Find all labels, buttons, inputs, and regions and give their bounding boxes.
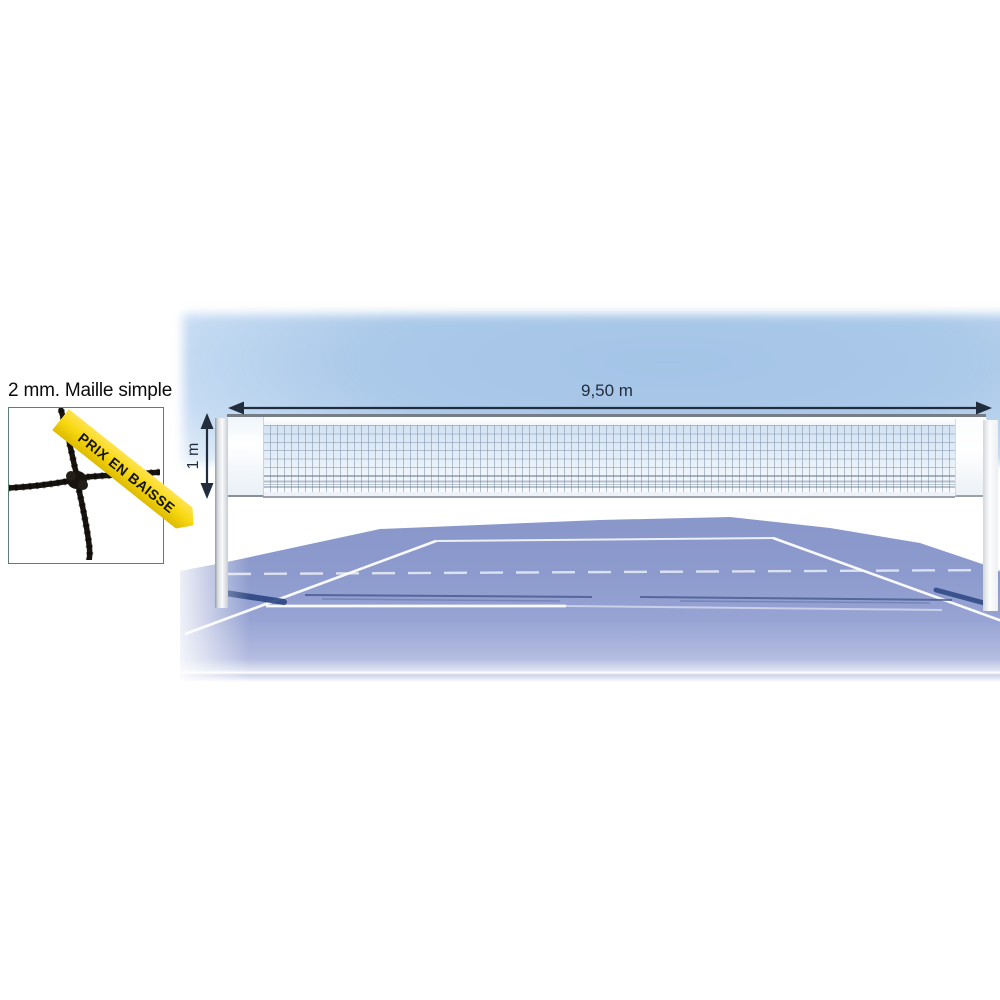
net-shadow-line: [304, 594, 593, 598]
inset-title: 2 mm. Maille simple: [8, 380, 173, 401]
net-top-cable: [227, 414, 986, 417]
net-right-end-band: [955, 419, 987, 497]
net-shadow-line: [679, 600, 931, 604]
net-mesh: [263, 425, 955, 492]
court-far-line: [435, 537, 774, 542]
height-dimension-arrow: [200, 413, 214, 499]
court-left-fade: [176, 515, 250, 695]
court-right-sideline: [772, 536, 1000, 622]
net-bottom-band: [263, 492, 955, 498]
court-dashed-line: [227, 568, 1000, 576]
net-left-end-band: [227, 417, 264, 497]
court-center-line-faint: [565, 605, 943, 611]
left-post: [215, 418, 228, 608]
net-width-label: 9,50 m: [581, 381, 633, 400]
inset-detail-box: PRIX EN BAISSE: [8, 407, 164, 564]
width-dimension-arrow: [228, 401, 992, 415]
net-shadow-line: [639, 596, 953, 601]
right-post-shadow: [933, 587, 991, 607]
right-post: [983, 420, 998, 611]
net-height-label: 1 m: [185, 442, 202, 470]
net-shadow-line: [321, 598, 561, 602]
